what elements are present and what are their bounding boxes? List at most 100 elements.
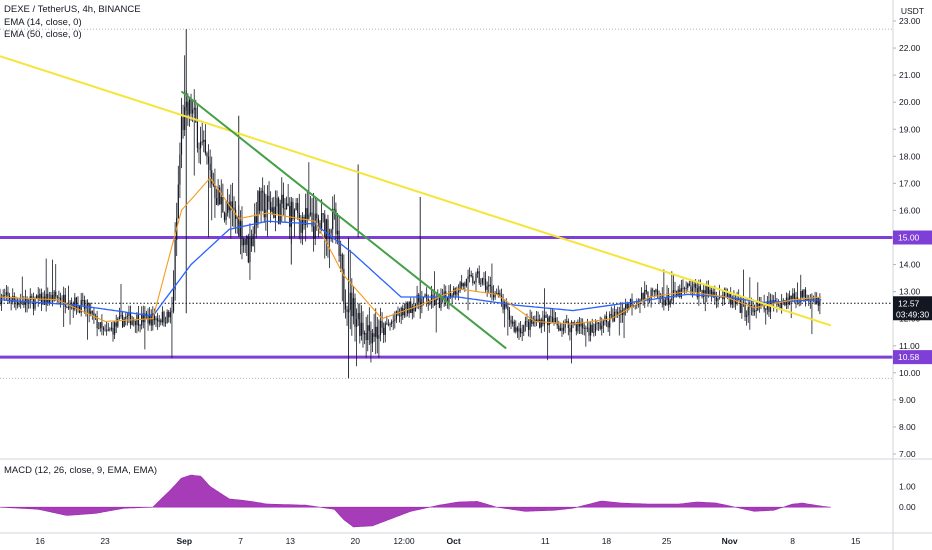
candle-body	[574, 324, 576, 326]
macd-tick-label: 1.00	[899, 481, 916, 491]
candle-body	[647, 291, 649, 301]
candle-body	[5, 292, 7, 295]
candle-body	[330, 229, 332, 234]
candle-body	[306, 208, 308, 219]
candle-body	[268, 195, 270, 202]
trendlines[interactable]	[0, 55, 832, 350]
candle-body	[601, 325, 603, 329]
level-tag	[893, 230, 932, 245]
candle-body	[597, 322, 600, 324]
candle-body	[51, 294, 54, 301]
candle-body	[714, 291, 716, 298]
candle-body	[320, 213, 323, 230]
candle-body	[327, 219, 329, 236]
candle-body	[808, 298, 810, 301]
candle-body	[153, 313, 156, 321]
candle-body	[47, 293, 49, 303]
candle-body	[446, 297, 448, 303]
currency-unit[interactable]: USDT	[900, 6, 924, 16]
candle-body	[368, 325, 370, 331]
price-tick-label: 21.00	[899, 70, 921, 80]
candle-body	[7, 292, 9, 296]
candle-body	[37, 295, 39, 299]
candle-body	[230, 201, 232, 211]
candle-body	[494, 293, 496, 298]
candle-body	[273, 207, 275, 218]
candle-body	[160, 320, 162, 323]
candle-body	[532, 322, 534, 324]
candle-body	[793, 293, 796, 300]
price-tick-label: 22.00	[899, 43, 921, 53]
legend-ema14[interactable]: EMA (14, close, 0)	[4, 16, 82, 28]
candle-body	[137, 314, 140, 326]
macd-histogram	[0, 474, 831, 528]
candle-body	[75, 297, 78, 309]
legend-ema50[interactable]: EMA (50, close, 0)	[4, 29, 82, 40]
candle-body	[43, 296, 46, 305]
candle-body	[424, 294, 426, 298]
macd-legend[interactable]: MACD (12, 26, close, 9, EMA, EMA)	[4, 465, 158, 476]
price-tick-label: 14.00	[899, 260, 921, 270]
candle-body	[707, 284, 710, 295]
candle-body	[172, 289, 175, 312]
candle-body	[488, 284, 490, 287]
time-tick-label: 23	[100, 536, 110, 546]
candle-body	[168, 311, 170, 318]
horizontal-levels[interactable]	[0, 236, 893, 359]
candle-body	[685, 287, 687, 289]
candle-body	[199, 141, 202, 149]
candle-body	[94, 316, 97, 317]
candle-body	[607, 322, 609, 328]
candle-body	[553, 317, 555, 323]
candle-body	[726, 291, 729, 298]
candle-body	[502, 301, 504, 310]
candle-body	[411, 306, 413, 314]
legend-symbol[interactable]: DEXE / TetherUS, 4h, BINANCE	[4, 4, 141, 15]
candle-body	[588, 327, 590, 336]
candle-body	[182, 117, 184, 130]
candle-body	[246, 236, 248, 245]
candle-body	[373, 333, 375, 337]
price-tick-label: 16.00	[899, 205, 921, 215]
candle-body	[266, 195, 269, 210]
candle-body	[231, 201, 234, 208]
candle-body	[258, 191, 261, 211]
time-axis[interactable]: 16 23 Sep 7 13 20 12:00 Oct 11 18 25 Nov 8 15	[35, 536, 860, 546]
candle-body	[23, 301, 25, 306]
candle-body	[74, 297, 76, 310]
candle-body	[429, 303, 431, 305]
chart-grid	[0, 28, 932, 534]
candle-body	[398, 315, 401, 317]
candle-body	[512, 321, 514, 324]
candle-body	[615, 311, 617, 313]
candle-body	[195, 107, 197, 123]
candle-body	[317, 218, 319, 223]
candle-body	[378, 335, 380, 339]
candle-body	[174, 239, 176, 290]
candle-body	[562, 327, 565, 331]
candle-body	[440, 296, 442, 308]
candle-body	[499, 292, 501, 296]
candle-body	[169, 312, 171, 318]
candle-body	[679, 289, 681, 298]
candle-body	[222, 196, 224, 213]
candle-body	[336, 230, 339, 235]
candle-body	[351, 292, 353, 317]
candle-body	[798, 301, 800, 303]
candle-body	[739, 300, 741, 313]
candle-body	[48, 299, 50, 303]
candle-body	[292, 202, 294, 220]
candle-body	[335, 209, 337, 235]
price-axis[interactable]: 23.00 22.00 21.00 20.00 19.00 18.00 17.00 16.00…	[892, 0, 921, 550]
candle-body	[254, 216, 256, 234]
candle-body	[50, 294, 52, 300]
candle-body	[263, 192, 265, 218]
candle-body	[510, 319, 512, 324]
candle-body	[107, 329, 109, 331]
candle-body	[556, 322, 558, 326]
candle-body	[257, 191, 259, 225]
candle-body	[356, 319, 358, 327]
candle-body	[779, 304, 781, 309]
candle-body	[311, 212, 313, 227]
